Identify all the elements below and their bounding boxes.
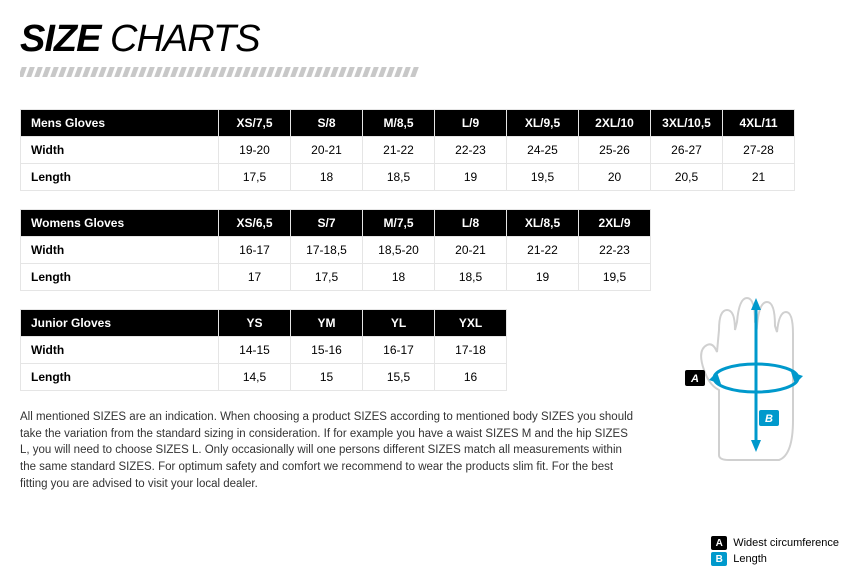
table-row: Width16-1717-18,518,5-2020-2121-2222-23 <box>21 237 651 264</box>
table-size-header: XL/8,5 <box>507 210 579 237</box>
table-cell: 18,5 <box>435 264 507 291</box>
table-size-header: 2XL/9 <box>579 210 651 237</box>
table-cell: 22-23 <box>579 237 651 264</box>
table-cell: 20-21 <box>435 237 507 264</box>
table-size-header: S/7 <box>291 210 363 237</box>
table-cell: 19-20 <box>219 137 291 164</box>
table-size-header: XS/6,5 <box>219 210 291 237</box>
title-hatch-divider <box>20 67 450 77</box>
table-size-header: M/7,5 <box>363 210 435 237</box>
tag-b-text: B <box>765 413 773 425</box>
table-row-label: Width <box>21 337 219 364</box>
table-cell: 21 <box>723 164 795 191</box>
table-cell: 18 <box>363 264 435 291</box>
table-cell: 17-18,5 <box>291 237 363 264</box>
table-cell: 17 <box>219 264 291 291</box>
table-size-header: 3XL/10,5 <box>651 110 723 137</box>
table-cell: 21-22 <box>507 237 579 264</box>
page-title: SIZE CHARTS <box>20 18 841 61</box>
table-cell: 14,5 <box>219 364 291 391</box>
table-size-header: YS <box>219 310 291 337</box>
legend-tag-a: A <box>711 536 727 550</box>
table-size-header: S/8 <box>291 110 363 137</box>
title-bold: SIZE <box>20 18 100 60</box>
table-cell: 25-26 <box>579 137 651 164</box>
table-cell: 19 <box>507 264 579 291</box>
length-arrow-head-bottom <box>751 440 761 452</box>
legend-row-a: A Widest circumference <box>711 536 839 550</box>
table-cell: 15-16 <box>291 337 363 364</box>
table-cell: 19,5 <box>579 264 651 291</box>
table-row-label: Length <box>21 164 219 191</box>
size-table: Womens GlovesXS/6,5S/7M/7,5L/8XL/8,52XL/… <box>20 209 651 291</box>
legend-tag-b: B <box>711 552 727 566</box>
table-row: Width19-2020-2121-2222-2324-2525-2626-27… <box>21 137 795 164</box>
table-category-header: Junior Gloves <box>21 310 219 337</box>
table-cell: 18 <box>291 164 363 191</box>
table-size-header: M/8,5 <box>363 110 435 137</box>
table-size-header: L/9 <box>435 110 507 137</box>
size-table: Junior GlovesYSYMYLYXLWidth14-1515-1616-… <box>20 309 507 391</box>
table-row-label: Length <box>21 364 219 391</box>
table-cell: 21-22 <box>363 137 435 164</box>
table-cell: 20 <box>579 164 651 191</box>
table-cell: 16-17 <box>219 237 291 264</box>
table-row: Length17,51818,51919,52020,521 <box>21 164 795 191</box>
title-light: CHARTS <box>100 18 259 60</box>
table-cell: 20-21 <box>291 137 363 164</box>
table-size-header: YXL <box>435 310 507 337</box>
table-cell: 14-15 <box>219 337 291 364</box>
table-cell: 16 <box>435 364 507 391</box>
table-category-header: Womens Gloves <box>21 210 219 237</box>
table-cell: 17-18 <box>435 337 507 364</box>
table-cell: 18,5 <box>363 164 435 191</box>
tag-a-text: A <box>690 373 699 385</box>
table-size-header: XS/7,5 <box>219 110 291 137</box>
table-size-header: 2XL/10 <box>579 110 651 137</box>
table-row: Width14-1515-1616-1717-18 <box>21 337 507 364</box>
table-cell: 22-23 <box>435 137 507 164</box>
table-cell: 26-27 <box>651 137 723 164</box>
table-cell: 20,5 <box>651 164 723 191</box>
table-category-header: Mens Gloves <box>21 110 219 137</box>
table-cell: 19,5 <box>507 164 579 191</box>
table-size-header: XL/9,5 <box>507 110 579 137</box>
table-cell: 17,5 <box>219 164 291 191</box>
legend: A Widest circumference B Length <box>711 534 839 566</box>
table-cell: 15 <box>291 364 363 391</box>
legend-label-a: Widest circumference <box>733 537 839 549</box>
table-size-header: 4XL/11 <box>723 110 795 137</box>
table-size-header: YM <box>291 310 363 337</box>
legend-row-b: B Length <box>711 552 839 566</box>
table-row: Length1717,51818,51919,5 <box>21 264 651 291</box>
table-row-label: Length <box>21 264 219 291</box>
legend-label-b: Length <box>733 553 767 565</box>
table-cell: 19 <box>435 164 507 191</box>
table-cell: 27-28 <box>723 137 795 164</box>
disclaimer-text: All mentioned SIZES are an indication. W… <box>20 409 640 492</box>
size-table: Mens GlovesXS/7,5S/8M/8,5L/9XL/9,52XL/10… <box>20 109 795 191</box>
table-cell: 18,5-20 <box>363 237 435 264</box>
table-size-header: YL <box>363 310 435 337</box>
table-cell: 17,5 <box>291 264 363 291</box>
hand-diagram: A B <box>659 270 839 485</box>
table-row: Length14,51515,516 <box>21 364 507 391</box>
table-cell: 16-17 <box>363 337 435 364</box>
table-size-header: L/8 <box>435 210 507 237</box>
table-cell: 15,5 <box>363 364 435 391</box>
table-row-label: Width <box>21 237 219 264</box>
table-cell: 24-25 <box>507 137 579 164</box>
table-row-label: Width <box>21 137 219 164</box>
